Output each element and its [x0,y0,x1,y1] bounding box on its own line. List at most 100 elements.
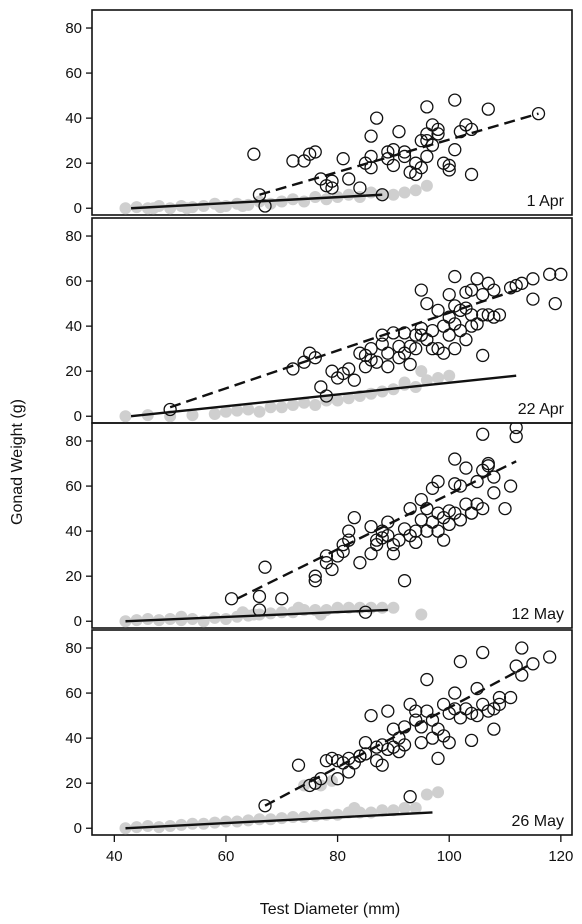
open-point [492,308,507,322]
filled-point [415,365,428,378]
open-point [442,517,456,532]
panel-label: 22 Apr [518,401,565,418]
open-point [453,303,468,318]
open-point [554,267,568,281]
y-tick-label: 0 [74,200,82,217]
open-point [470,708,484,723]
fit-line-filled [131,193,383,210]
filled-point [309,190,322,203]
open-point [291,758,306,772]
filled-point [286,810,299,823]
open-point [342,765,356,779]
open-point [464,283,479,297]
open-point [470,474,484,489]
open-point [358,605,373,619]
filled-point [309,809,322,822]
open-point [531,106,546,121]
open-point [425,731,440,745]
open-point [392,533,406,547]
y-tick-label: 0 [74,613,82,630]
open-point [487,283,501,297]
open-point [414,283,428,297]
y-tick-label: 80 [65,20,82,37]
open-point [487,486,501,500]
open-point [258,560,272,574]
filled-point [275,195,288,208]
open-point [325,174,339,188]
filled-point [242,403,255,416]
open-point [381,360,395,374]
y-tick-label: 40 [65,523,82,540]
open-point [464,706,479,721]
filled-point [348,801,361,814]
open-point [342,362,356,376]
open-point [409,704,423,718]
y-tick-label: 60 [65,478,82,495]
filled-point [253,405,266,418]
open-point [464,167,479,182]
open-point [436,346,451,360]
open-point [308,569,322,583]
open-point [409,524,423,538]
filled-point [443,369,456,382]
open-point [397,574,412,588]
open-point [403,339,417,354]
open-point [436,319,451,333]
open-point [509,278,523,293]
open-point [481,308,495,322]
open-point [275,592,289,606]
x-tick-label: 80 [329,848,346,865]
open-point [325,181,339,195]
y-tick-label: 20 [65,775,82,792]
open-point [392,124,406,139]
open-point [526,292,540,306]
open-point [353,346,367,360]
filled-point [175,610,188,623]
open-point [364,129,378,143]
filled-point [231,404,244,417]
open-point [442,158,456,173]
filled-point [387,601,400,614]
open-point [503,690,518,705]
open-point [459,461,473,475]
open-point [364,708,378,723]
open-point [353,556,367,570]
open-point [258,799,272,813]
y-axis-title: Gonad Weight (g) [9,399,26,525]
open-point [409,535,423,550]
open-point [286,154,300,168]
filled-point [186,409,199,422]
open-point [308,145,322,159]
y-tick-label: 60 [65,65,82,82]
open-point [431,751,445,766]
open-point [347,373,361,387]
filled-point [398,186,411,199]
filled-point [253,813,266,826]
open-point [224,592,239,606]
open-point [347,510,361,525]
open-point [481,704,495,718]
filled-point [292,601,305,614]
open-point [375,337,389,351]
x-tick-label: 60 [218,848,235,865]
open-point [420,149,434,164]
open-point [370,111,384,125]
open-point [548,296,562,311]
filled-point [387,188,400,201]
open-point [487,310,501,324]
open-point [420,100,434,114]
open-point [336,544,350,559]
y-tick-label: 40 [65,318,82,335]
open-point [476,645,490,660]
filled-point [331,808,344,821]
filled-point [208,407,221,420]
filled-point [119,410,132,423]
filled-point [409,801,422,814]
open-point [442,328,456,342]
filled-point [164,202,177,215]
open-point [358,735,373,750]
open-point [481,456,495,471]
panel: 0 20 40 60 80 12 May [65,422,573,630]
y-tick-label: 20 [65,363,82,380]
open-point [414,735,428,750]
